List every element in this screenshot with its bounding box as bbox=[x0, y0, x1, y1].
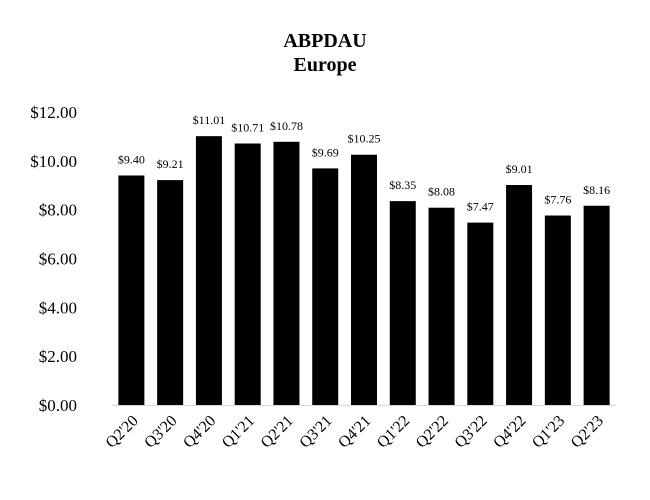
bar bbox=[351, 154, 377, 405]
data-label: $7.47 bbox=[467, 200, 494, 214]
bar bbox=[506, 185, 533, 405]
bar bbox=[428, 207, 455, 405]
x-tick-label: Q4'20 bbox=[180, 412, 219, 451]
bar bbox=[389, 201, 416, 405]
y-tick-label: $6.00 bbox=[39, 250, 77, 269]
data-label: $7.76 bbox=[544, 193, 571, 207]
y-axis: $0.00 $2.00 $4.00 $6.00 $8.00 $10.00 $12.00 bbox=[30, 103, 77, 415]
chart-title: ABPDAU bbox=[283, 30, 366, 52]
bar bbox=[118, 175, 145, 405]
data-label: $11.01 bbox=[193, 113, 226, 127]
y-tick-label: $12.00 bbox=[30, 103, 77, 122]
data-label: $9.21 bbox=[157, 157, 184, 171]
data-label: $8.35 bbox=[389, 178, 416, 192]
x-tick-label: Q2'22 bbox=[413, 412, 452, 451]
data-label: $9.01 bbox=[506, 162, 533, 176]
bar bbox=[234, 143, 261, 405]
data-label: $8.16 bbox=[583, 183, 610, 197]
bar bbox=[312, 168, 339, 405]
x-tick-label: Q4'22 bbox=[490, 412, 529, 451]
bar bbox=[544, 215, 571, 405]
data-label: $9.69 bbox=[312, 145, 339, 159]
y-tick-label: $8.00 bbox=[39, 201, 77, 220]
y-tick-label: $2.00 bbox=[39, 347, 77, 366]
x-tick-label: Q1'21 bbox=[219, 412, 258, 451]
y-tick-label: $4.00 bbox=[39, 298, 77, 317]
chart-subtitle: Europe bbox=[294, 54, 357, 76]
x-tick-label: Q3'21 bbox=[296, 412, 335, 451]
x-tick-label: Q2'23 bbox=[568, 412, 607, 451]
bar bbox=[467, 222, 494, 405]
y-tick-label: $0.00 bbox=[39, 396, 77, 415]
x-tick-label: Q3'20 bbox=[141, 412, 180, 451]
bar bbox=[273, 141, 300, 405]
x-tick-label: Q1'23 bbox=[529, 412, 568, 451]
bars-group bbox=[118, 136, 610, 406]
data-label: $9.40 bbox=[118, 152, 145, 166]
bar bbox=[583, 205, 610, 405]
data-label: $10.78 bbox=[270, 119, 303, 133]
data-labels-group: $9.40 $9.21 $11.01 $10.71 $10.78 $9.69 $10.25 $… bbox=[118, 113, 610, 213]
data-label: $8.08 bbox=[428, 185, 455, 199]
x-tick-label: Q4'21 bbox=[335, 412, 374, 451]
x-tick-label: Q2'20 bbox=[103, 412, 142, 451]
x-tick-label: Q1'22 bbox=[374, 412, 413, 451]
y-tick-label: $10.00 bbox=[30, 152, 77, 171]
data-label: $10.71 bbox=[231, 120, 264, 134]
data-label: $10.25 bbox=[348, 132, 381, 146]
bar bbox=[195, 136, 222, 406]
bar bbox=[157, 180, 184, 405]
x-tick-label: Q3'22 bbox=[452, 412, 491, 451]
x-tick-label: Q2'21 bbox=[258, 412, 297, 451]
x-axis: Q2'20 Q3'20 Q4'20 Q1'21 Q2'21 Q3'21 Q4'21 Q1'22… bbox=[103, 412, 607, 451]
